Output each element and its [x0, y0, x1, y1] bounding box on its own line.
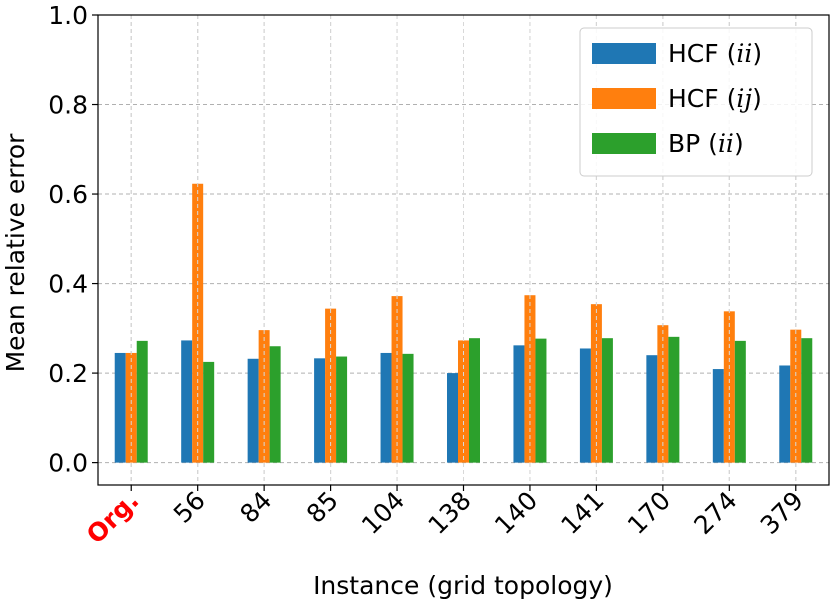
bar-bp-ii-85 — [336, 356, 348, 463]
legend-label: HCF (ij) — [668, 84, 762, 113]
bar-bp-ii-138 — [469, 338, 480, 463]
bar-hcf-ii-84 — [247, 358, 259, 463]
bar-hcf-ii-140 — [513, 345, 525, 463]
bar-hcf-ii-379 — [779, 365, 791, 463]
x-axis-ticks: Org. 56 84 85 104 138 140 141 170 274 379 — [81, 485, 809, 549]
y-axis-label: Mean relative error — [1, 133, 30, 373]
legend-label: HCF (ii) — [668, 39, 762, 68]
y-tick-label: 0.6 — [48, 180, 88, 209]
bar-bp-ii-141 — [601, 338, 613, 463]
y-tick-label: 0.4 — [48, 270, 88, 299]
bar-hcf-ij-141 — [590, 304, 602, 463]
legend-label: BP (ii) — [668, 129, 744, 158]
bar-bp-ii-274 — [734, 340, 746, 463]
x-tick-label: 140 — [489, 486, 543, 540]
bar-hcf-ii-Org — [114, 352, 126, 463]
y-axis-ticks: 0.0 0.2 0.4 0.6 0.8 1.0 — [48, 1, 98, 478]
y-tick-label: 0.2 — [48, 359, 88, 388]
x-tick-label: 379 — [755, 486, 809, 540]
bar-bp-ii-84 — [269, 346, 281, 463]
x-tick-label: 274 — [688, 486, 742, 540]
x-tick-label: 56 — [168, 486, 211, 529]
legend-swatch — [592, 88, 656, 109]
bar-hcf-ii-104 — [380, 352, 392, 463]
bar-bp-ii-56 — [203, 361, 215, 463]
bar-bp-ii-104 — [402, 353, 414, 463]
x-tick-label: 170 — [622, 486, 676, 540]
y-tick-label: 0.8 — [48, 91, 88, 120]
bar-hcf-ii-56 — [181, 340, 193, 463]
bars — [114, 15, 813, 485]
x-tick-label: 138 — [422, 486, 476, 540]
bar-hcf-ii-138 — [447, 373, 458, 463]
x-tick-label: 141 — [555, 486, 609, 540]
y-tick-label: 1.0 — [48, 1, 88, 30]
legend-swatch — [592, 43, 656, 64]
bar-hcf-ii-274 — [712, 369, 724, 463]
bar-bp-ii-170 — [668, 336, 680, 463]
bar-hcf-ij-140 — [524, 295, 536, 463]
x-axis-label: Instance (grid topology) — [313, 571, 613, 600]
bar-hcf-ii-85 — [314, 358, 326, 463]
bar-hcf-ii-141 — [579, 348, 591, 463]
x-tick-label: 85 — [301, 486, 344, 529]
legend-swatch — [592, 133, 656, 154]
bar-hcf-ii-170 — [646, 355, 658, 463]
bar-hcf-ij-85 — [325, 308, 337, 463]
y-tick-label: 0.0 — [48, 449, 88, 478]
bar-bp-ii-140 — [535, 338, 547, 463]
bar-bp-ii-Org — [136, 340, 148, 463]
bar-bp-ii-379 — [801, 338, 813, 463]
x-tick-label: 84 — [234, 486, 277, 529]
x-tick-label: 104 — [356, 486, 410, 540]
legend: HCF (ii) HCF (ij) BP (ii) — [579, 27, 813, 177]
x-tick-label: Org. — [81, 486, 145, 550]
